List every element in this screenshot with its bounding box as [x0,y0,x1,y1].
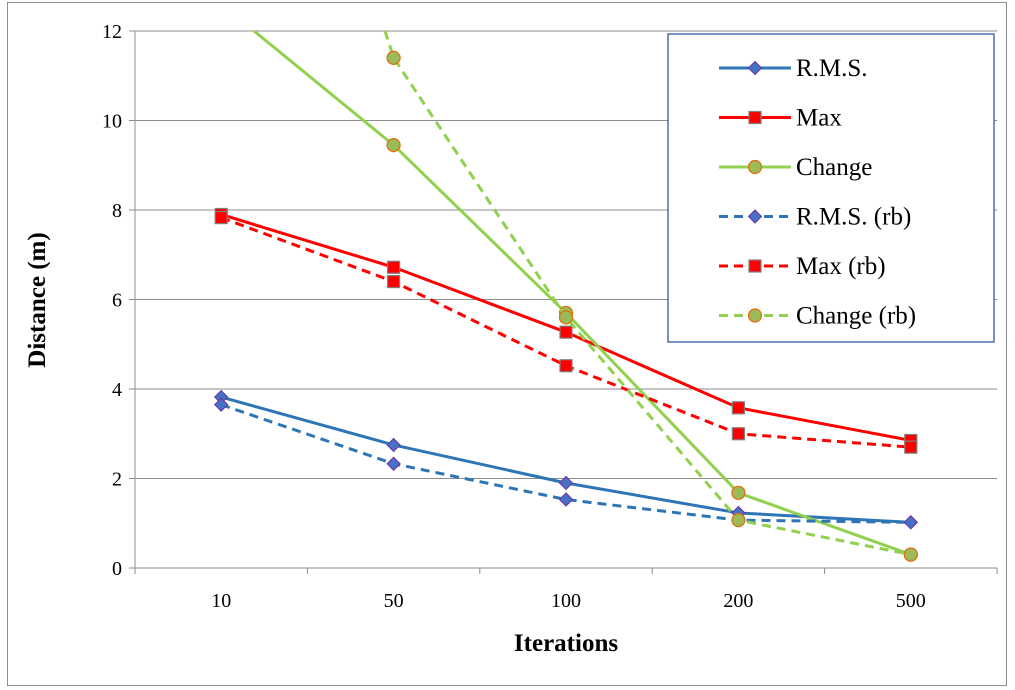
data-point [731,513,746,528]
x-tick-label: 200 [723,590,753,612]
legend-entry: R.M.S. [719,55,868,82]
legend-entry: R.M.S. (rb) [719,204,911,231]
data-point [559,359,573,373]
data-point [731,485,746,500]
y-tick-label: 10 [102,111,122,133]
legend-label: Max [796,105,842,132]
y-tick-label: 8 [112,200,122,222]
data-point [559,325,573,339]
x-tick-label: 10 [211,590,231,612]
data-point [903,547,918,562]
series-change-rb [383,31,918,562]
data-point [558,492,574,507]
y-axis-title: Distance (m) [24,232,51,367]
legend-label: R.M.S. [796,55,868,82]
data-point [731,401,746,415]
series-max-rb [214,211,918,454]
axes [134,31,998,574]
legend: R.M.S. Max Change R.M.S. (rb) Max (rb) Change… [667,33,995,343]
legend-label: Max (rb) [796,253,886,280]
data-point [213,397,229,412]
data-point [387,260,401,274]
series-r-m-s-rb [213,397,919,530]
x-axis-title: Iterations [514,630,618,657]
series-r-m-s [213,389,919,530]
legend-marker [747,308,763,323]
legend-marker [748,110,762,125]
data-point [215,0,228,11]
x-tick-label: 500 [896,590,926,612]
data-point [904,440,918,454]
legend-entry: Change [719,154,872,181]
legend-marker [747,60,763,76]
legend-marker [747,209,763,224]
legend-label: Change (rb) [796,303,916,330]
legend-marker [747,159,763,175]
x-tick-label: 100 [551,590,581,612]
legend-entry: Max (rb) [719,253,886,280]
y-tick-label: 0 [112,558,122,580]
series-layer [213,0,919,562]
legend-label: Change [796,154,872,181]
data-point [558,310,574,325]
y-tick-label: 4 [112,379,122,401]
legend-marker [748,259,762,273]
data-point [386,138,401,153]
legend-box [667,33,995,343]
data-point [214,211,228,225]
series-line [383,31,912,557]
data-point [558,475,574,491]
legend-entry: Change (rb) [719,303,916,330]
series-line [220,403,911,524]
x-tick-label: 50 [384,590,404,612]
y-tick-label: 12 [102,21,122,43]
data-point [903,515,919,530]
y-tick-label: 6 [112,290,122,312]
data-point [731,427,746,441]
data-point [386,437,401,453]
legend-label: R.M.S. (rb) [796,204,911,231]
legend-entry: Max [719,105,842,132]
data-point [386,456,401,471]
tick-labels: 0 2 4 6 8 10 12 10 50 100 200 500 [102,21,926,612]
data-point [386,50,401,65]
y-tick-label: 2 [112,469,122,491]
data-point [387,275,401,289]
